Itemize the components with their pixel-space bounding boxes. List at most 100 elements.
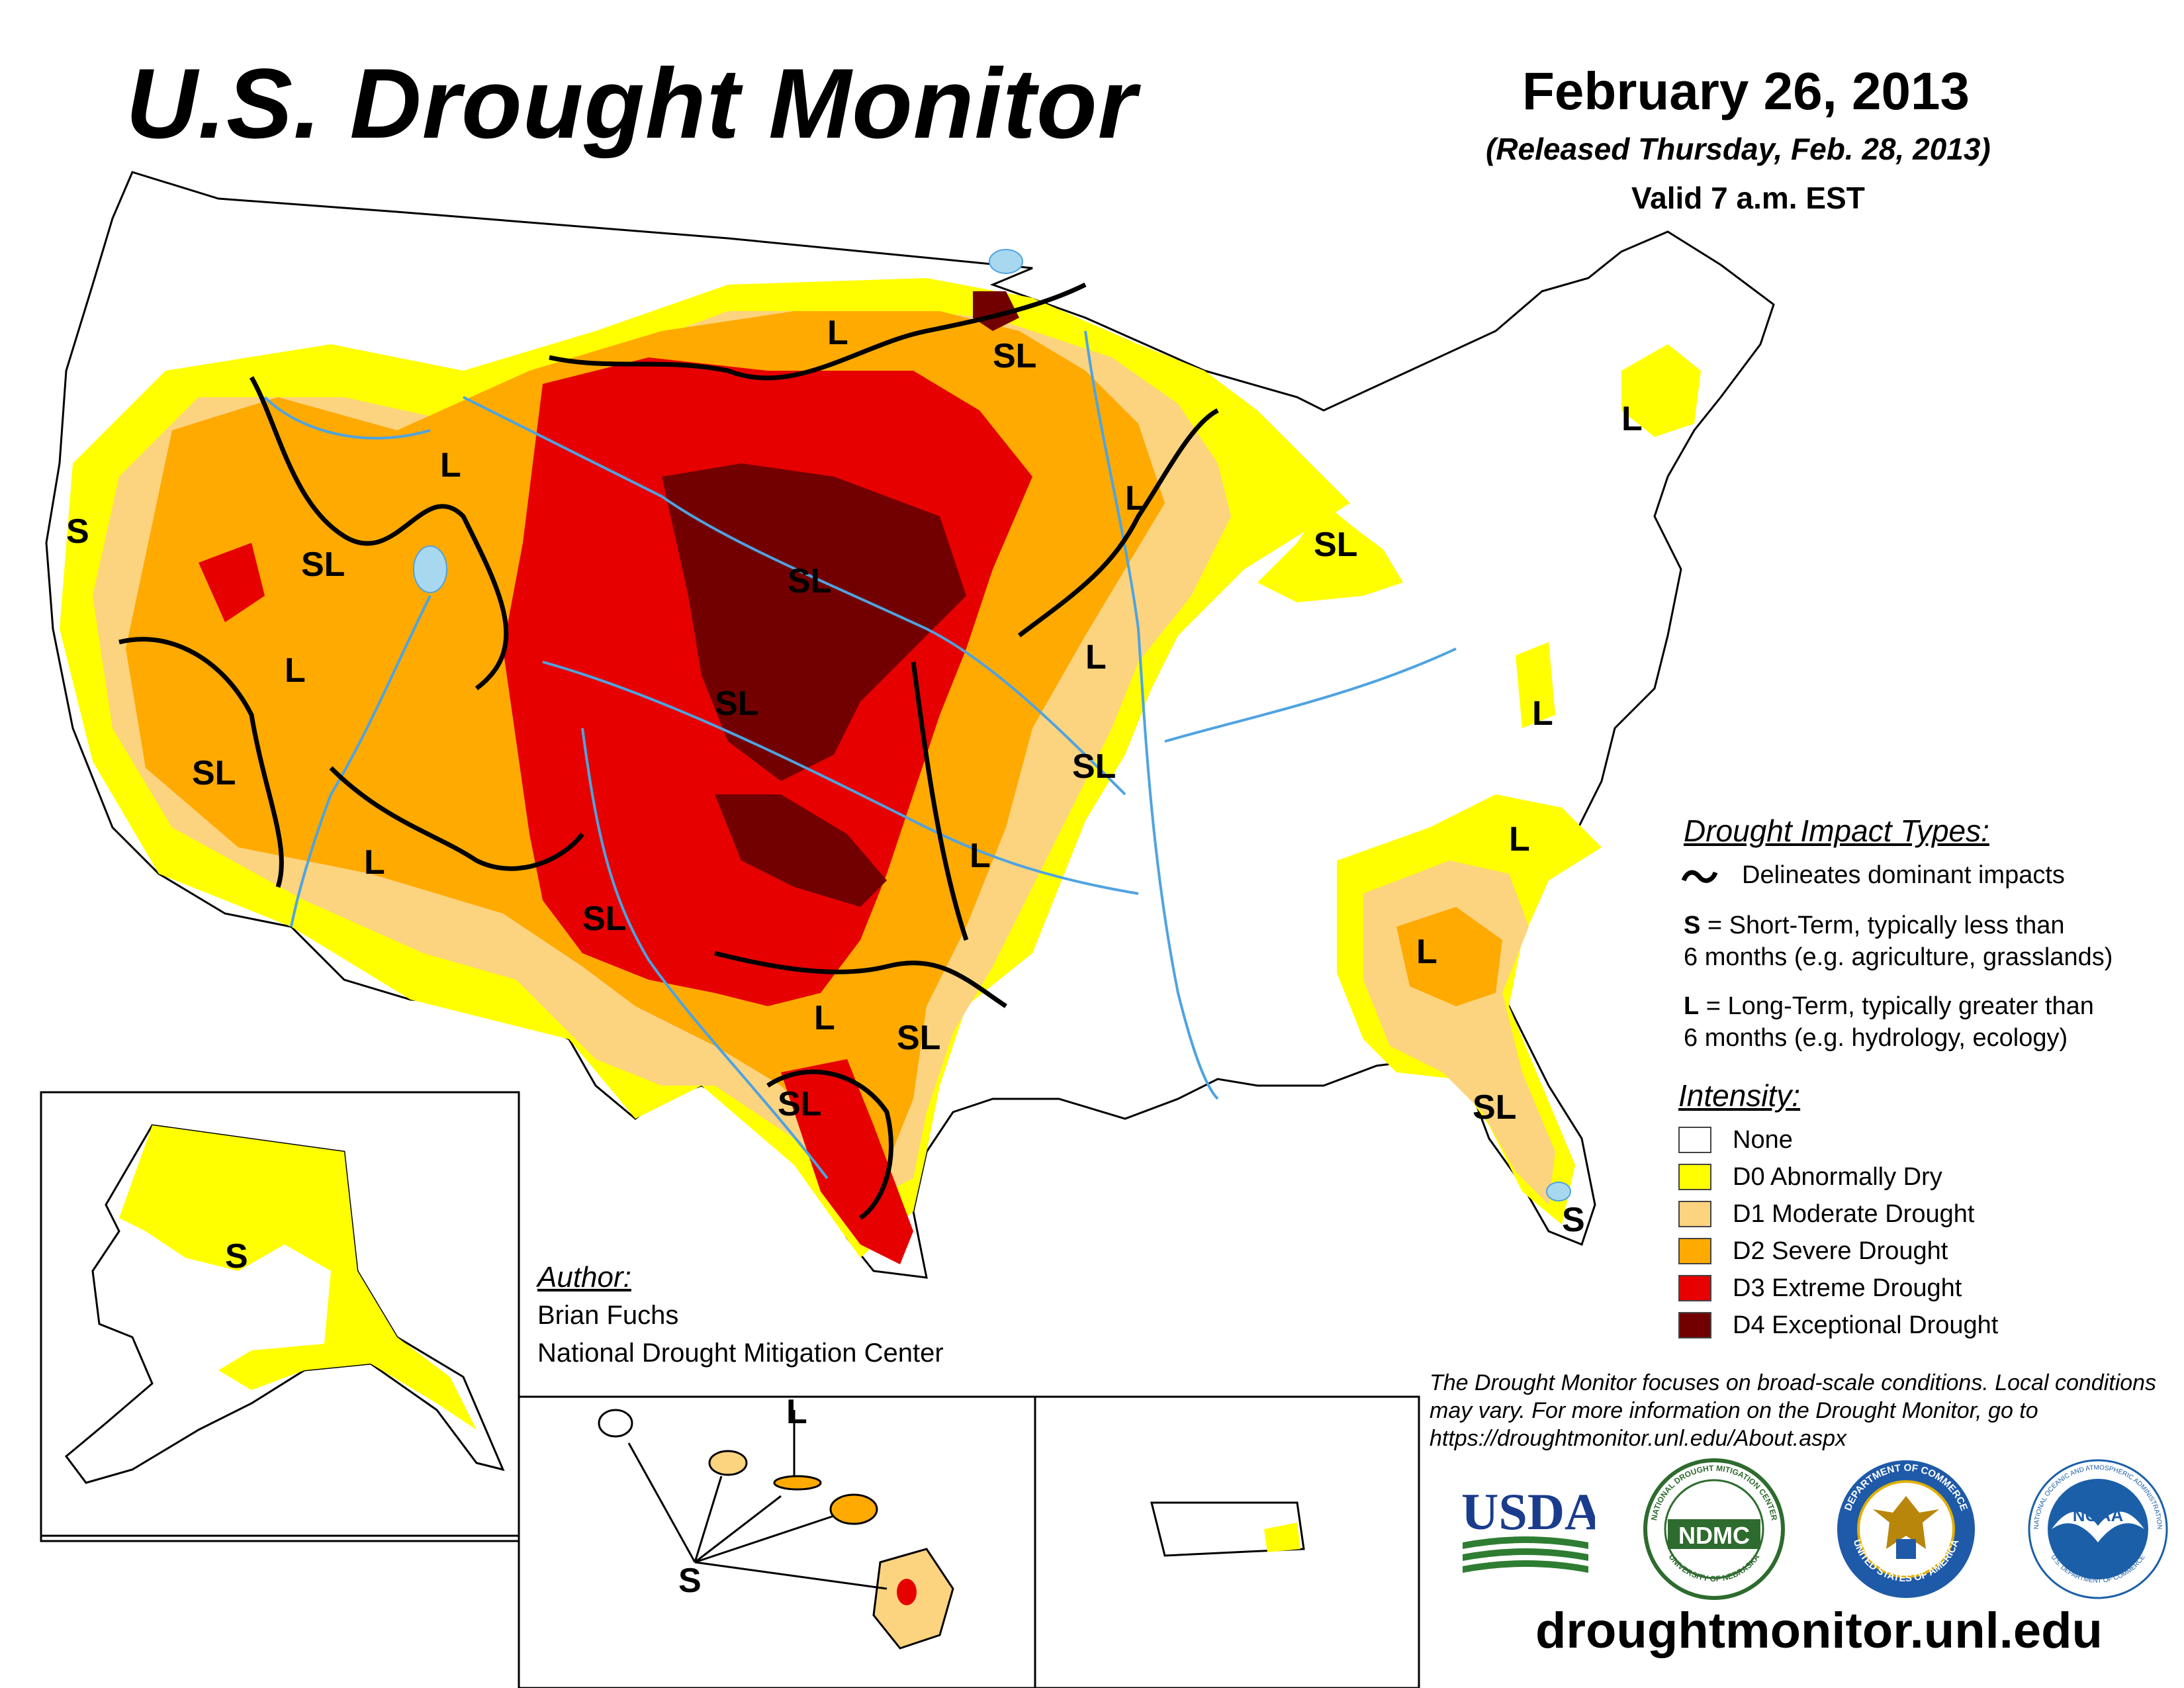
snake-river (263, 396, 431, 440)
oahu (708, 1450, 748, 1476)
impact-label: L (1509, 820, 1530, 859)
commerce-seal-logo: DEPARTMENT OF COMMERCE UNITED STATES OF … (1837, 1460, 1975, 1598)
intensity-swatch (1678, 1164, 1711, 1190)
short-term-legend: S = Short-Term, typically less than (1684, 910, 2065, 941)
short-term-line1: = Short-Term, typically less than (1707, 912, 2065, 939)
impact-label: S (66, 512, 89, 551)
intensity-label: D0 Abnormally Dry (1733, 1163, 1942, 1191)
intensity-item: None (1678, 1124, 2142, 1157)
impact-label: SL (1473, 1088, 1516, 1127)
lakes (413, 249, 1571, 1201)
d4-area-core (662, 463, 966, 781)
mississippi-river (1084, 330, 1219, 1100)
impact-label: SL (1072, 747, 1116, 786)
ndmc-logo: NDMC NATIONAL DROUGHT MITIGATION CENTER … (1643, 1458, 1785, 1600)
short-term-line2: 6 months (e.g. agriculture, grasslands) (1684, 943, 2113, 971)
disclaimer-text: The Drought Monitor focuses on broad-sca… (1430, 1370, 2157, 1451)
impact-boundary-west (118, 637, 284, 888)
impact-legend-heading: Drought Impact Types: (1684, 814, 1989, 848)
release-date: (Released Thursday, Feb. 28, 2013) (1486, 132, 1991, 166)
usda-logo-text: USDA (1461, 1483, 1595, 1540)
colorado-river (290, 595, 432, 927)
website-url: droughtmonitor.unl.edu (1535, 1603, 2103, 1659)
impact-boundary-nw (249, 376, 509, 690)
long-term-line1: = Long-Term, typically greater than (1706, 992, 2094, 1020)
impact-label: L (364, 843, 385, 882)
arkansas-river (542, 661, 1139, 895)
impact-label: L (814, 999, 835, 1037)
d0-area-virginia (1516, 642, 1555, 728)
map-title: U.S. Drought Monitor (126, 48, 1138, 159)
intensity-swatch (1678, 1238, 1711, 1264)
intensity-item: D4 Exceptional Drought (1678, 1309, 2142, 1342)
long-term-code: L (1684, 992, 1700, 1020)
impact-boundary-plains (549, 282, 1087, 381)
missouri-river (463, 396, 1126, 796)
intensity-label: D3 Extreme Drought (1733, 1274, 1962, 1302)
alaska-inset: S (40, 1091, 520, 1542)
impact-label: L (1085, 638, 1107, 677)
intensity-label: D2 Severe Drought (1733, 1237, 1948, 1265)
intensity-legend-heading: Intensity: (1678, 1078, 1801, 1113)
d0-area-greatlakes (1257, 503, 1403, 602)
d2-area-georgia (1396, 907, 1502, 1006)
impact-label: SL (1314, 526, 1357, 564)
impact-label: S (1562, 1201, 1585, 1239)
hawaii-pointer (694, 1515, 835, 1564)
impact-label: SL (715, 684, 758, 723)
noaa-logo-text: NOAA (2073, 1505, 2124, 1525)
intensity-item: D2 Severe Drought (1678, 1235, 2142, 1268)
hawaii-impact-label: L (786, 1393, 807, 1431)
author-heading: Author: (537, 1261, 631, 1293)
shield-icon (1896, 1539, 1916, 1559)
intensity-label: D4 Exceptional Drought (1733, 1311, 1999, 1339)
big-island-d3 (897, 1579, 917, 1605)
rio-grande (581, 727, 829, 1180)
usda-swoosh (1463, 1536, 1588, 1549)
puerto-rico-inset (1034, 1395, 1420, 1688)
impact-label: SL (301, 545, 345, 584)
impact-delineates: Delineates dominant impacts (1742, 861, 2065, 889)
long-term-line2: 6 months (e.g. hydrology, ecology) (1684, 1024, 2068, 1052)
intensity-item: D0 Abnormally Dry (1678, 1161, 2142, 1194)
d4-area-panhandle (715, 794, 887, 907)
intensity-label: None (1733, 1126, 1793, 1154)
impact-label: L (285, 651, 306, 690)
impact-boundary-midwest (1017, 408, 1219, 637)
intensity-item: D3 Extreme Drought (1678, 1272, 2142, 1305)
d3-area-nevada (199, 543, 265, 622)
intensity-item: D1 Moderate Drought (1678, 1198, 2142, 1231)
impact-labels: S SL L SL L SL SL L SL SL L SL L L L SL … (66, 314, 1643, 1239)
great-salt-lake (413, 545, 447, 593)
d0-area-vermont (1621, 344, 1701, 437)
rivers (263, 330, 1457, 1180)
impact-label: L (1125, 479, 1146, 518)
puerto-rico-outline (1150, 1501, 1305, 1557)
ohio-river (1164, 647, 1457, 743)
impact-boundary-south (911, 661, 969, 941)
alaska-d0 (119, 1125, 477, 1430)
impact-label: L (1621, 400, 1643, 438)
valid-time: Valid 7 a.m. EST (1631, 181, 1865, 215)
author-organization: National Drought Mitigation Center (537, 1338, 944, 1368)
hawaii-pointer (694, 1561, 887, 1590)
impact-label: L (440, 446, 461, 485)
impact-label: SL (778, 1085, 821, 1123)
legend-boundary-sample (1681, 870, 1718, 883)
hawaii-pointer (627, 1442, 696, 1563)
impact-label: L (970, 837, 991, 875)
drought-intensity-layers (60, 278, 1701, 1264)
intensity-swatch (1678, 1275, 1711, 1301)
impact-label: L (1532, 694, 1553, 733)
eagle-icon (1873, 1496, 1939, 1549)
hawaii-pointer (694, 1476, 723, 1563)
maui (829, 1493, 878, 1525)
author-name: Brian Fuchs (537, 1301, 679, 1330)
long-term-legend: L = Long-Term, typically greater than (1684, 990, 2094, 1022)
ndmc-band (1668, 1519, 1760, 1549)
impact-boundary-texas (714, 951, 1007, 1008)
hawaii-pointer (694, 1495, 782, 1564)
impact-label: L (1416, 933, 1437, 971)
d3-area-texas (781, 1059, 913, 1264)
